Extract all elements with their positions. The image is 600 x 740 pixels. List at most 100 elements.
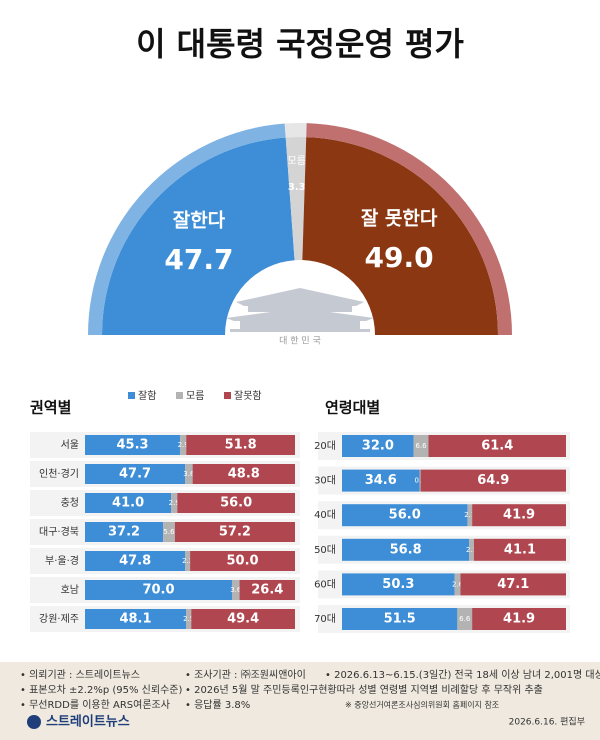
segment xyxy=(285,137,307,261)
bar-value: 47.7 xyxy=(119,467,151,482)
category-label: 부·울·경 xyxy=(45,554,79,567)
bar-segment xyxy=(85,580,232,600)
bar-segment xyxy=(472,608,566,630)
bar-value: 56.8 xyxy=(390,542,422,557)
bar-segment xyxy=(191,609,295,629)
panel-title: 연령대별 xyxy=(325,399,380,417)
bar-segment xyxy=(342,538,470,561)
footer-note: • 2026년 5월 말 주민등록인구현황따라 성별 연령별 지역별 비례할당 … xyxy=(185,683,543,696)
bar-segment xyxy=(171,493,178,513)
bar-segment xyxy=(186,435,295,455)
bar-segment xyxy=(190,551,295,571)
bar-value: 5.6 xyxy=(163,528,175,536)
bar-segment xyxy=(457,608,473,630)
logo: 스트레이트뉴스 xyxy=(46,714,130,730)
category-label: 20대 xyxy=(314,440,336,452)
segment-value: 3.3 xyxy=(288,182,306,193)
bar-segment xyxy=(472,504,566,527)
category-label: 서울 xyxy=(61,439,79,451)
segment-rim xyxy=(306,123,512,335)
footer-note: • 표본오차 ±2.2%p (95% 신뢰수준) xyxy=(20,684,182,696)
segment-rim xyxy=(284,123,307,138)
category-label: 50대 xyxy=(314,544,336,556)
bar-segment xyxy=(469,538,474,561)
panel-title: 권역별 xyxy=(30,399,71,417)
legend-label: 모름 xyxy=(186,390,204,402)
bar-value: 3.6 xyxy=(183,470,195,478)
bar-segment xyxy=(420,469,566,492)
legend-swatch xyxy=(128,392,135,399)
bar-value: 2.1 xyxy=(466,546,477,554)
bar-value: 2.9 xyxy=(178,441,189,449)
footer-note: • 2026.6.13~6.15.(3일간) 전국 18세 이상 남녀 2,00… xyxy=(325,669,600,681)
bar-segment xyxy=(85,522,164,542)
category-label: 충청 xyxy=(61,497,79,509)
semi-donut: 잘한다 47.7 모름 3.3 잘 못한다 49.0 xyxy=(88,123,512,335)
bar-value: 2.9 xyxy=(169,499,180,507)
legend-label: 잘못함 xyxy=(234,390,262,402)
legend-label: 잘함 xyxy=(138,390,156,402)
bar-value: 34.6 xyxy=(365,473,397,488)
bar-segment xyxy=(85,435,181,455)
bar-value: 41.9 xyxy=(503,612,535,627)
segment-value: 47.7 xyxy=(164,243,233,276)
bar-segment xyxy=(185,551,191,571)
category-label: 70대 xyxy=(314,613,336,625)
legend-swatch xyxy=(224,392,231,399)
category-label: 대구·경북 xyxy=(39,525,79,538)
category-label: 40대 xyxy=(314,509,336,521)
bar-value: 41.0 xyxy=(112,496,144,511)
date: 2026.6.16. 편집부 xyxy=(509,716,585,728)
bar-value: 56.0 xyxy=(389,508,421,523)
bar-segment xyxy=(460,573,566,596)
bar-segment xyxy=(342,469,420,492)
bar-segment xyxy=(85,464,186,484)
footer-note: • 무선RDD를 이용한 ARS여론조사 xyxy=(20,699,170,711)
chart-title: 이 대통령 국정운영 평가 xyxy=(136,25,464,63)
bar-segment xyxy=(342,608,458,630)
bar-segment xyxy=(342,504,468,527)
bar-segment xyxy=(454,573,461,596)
bar-value: 41.1 xyxy=(504,542,536,557)
bar-segment xyxy=(85,551,186,571)
footer-note: • 의뢰기관 : 스트레이트뉴스 xyxy=(20,669,140,681)
bar-value: 2.1 xyxy=(464,511,475,519)
bar-value: 61.4 xyxy=(481,439,513,454)
segment xyxy=(102,137,295,335)
bar-value: 2.6 xyxy=(452,580,464,588)
bar-value: 41.9 xyxy=(503,508,535,523)
bar-value: 2.3 xyxy=(182,557,193,565)
bar-value: 51.5 xyxy=(384,612,416,627)
bar-value: 26.4 xyxy=(251,583,283,598)
bar-value: 70.0 xyxy=(142,583,174,598)
bar-segment xyxy=(467,504,473,527)
bar-value: 32.0 xyxy=(362,439,394,454)
segment xyxy=(302,137,498,335)
bar-segment xyxy=(163,522,175,542)
category-label: 강원·제주 xyxy=(39,613,79,625)
bar-value: 6.6 xyxy=(459,615,471,623)
footer-note: • 조사기관 : ㈜조원씨앤아이 xyxy=(185,668,306,681)
bar-value: 48.8 xyxy=(228,467,260,482)
segment-value: 49.0 xyxy=(365,241,434,274)
bar-value: 2.5 xyxy=(183,615,194,623)
bar-value: 50.3 xyxy=(382,577,414,592)
bar-segment xyxy=(174,522,295,542)
bar-value: 64.9 xyxy=(477,473,509,488)
bar-segment xyxy=(180,435,187,455)
bar-value: 37.2 xyxy=(108,525,140,540)
segment-label: 잘한다 xyxy=(173,210,226,232)
segment-label: 잘 못한다 xyxy=(361,207,438,229)
legend-swatch xyxy=(176,392,183,399)
bar-segment xyxy=(85,609,187,629)
bar-value: 0.5 xyxy=(414,477,425,485)
bar-value: 47.1 xyxy=(497,577,529,592)
bar-segment xyxy=(413,435,429,457)
bar-value: 50.0 xyxy=(227,554,259,569)
bar-segment xyxy=(85,493,172,513)
bar-value: 49.4 xyxy=(227,612,259,627)
bar-segment xyxy=(186,609,192,629)
bar-segment xyxy=(473,538,566,561)
